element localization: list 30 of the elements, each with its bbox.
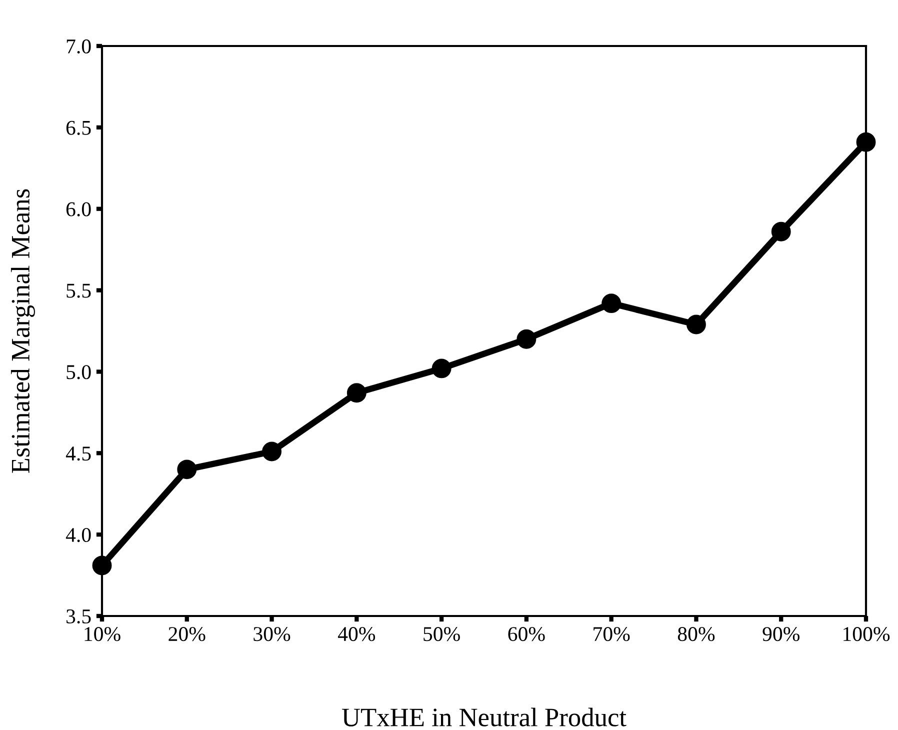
point (92, 556, 112, 576)
point (856, 132, 876, 152)
y-tick-label: 5.0 (66, 365, 91, 380)
point (262, 442, 282, 462)
y-tick-label: 6.0 (66, 202, 91, 216)
y-tick-label: 6.5 (66, 120, 91, 135)
y-tick-label: 7.0 (66, 39, 91, 54)
point (177, 460, 197, 480)
point (432, 358, 452, 378)
x-tick-label: 70% (594, 627, 630, 642)
x-axis-title: UTxHE in Neutral Product (342, 708, 626, 726)
x-tick-label: 20% (168, 627, 206, 642)
y-tick-label: 4.5 (66, 446, 91, 461)
x-tick-label: 100% (844, 627, 890, 642)
x-tick-label: 40% (338, 627, 376, 642)
point (602, 294, 622, 314)
x-tick-label: 80% (678, 627, 715, 642)
y-tick-label: 3.5 (66, 609, 91, 624)
y-tick-label: 5.5 (66, 284, 91, 298)
point (771, 222, 791, 242)
x-tick-label: 50% (424, 627, 460, 642)
y-axis-title: Estimated Marginal Means (10, 189, 35, 473)
x-tick-label: 90% (762, 627, 800, 642)
point (346, 383, 366, 403)
y-tick-label: 4.0 (66, 528, 91, 542)
x-tick-label: 60% (508, 627, 545, 642)
x-tick-label: 10% (84, 627, 120, 642)
x-tick-label: 30% (254, 627, 290, 642)
point (686, 314, 706, 334)
point (516, 329, 536, 349)
